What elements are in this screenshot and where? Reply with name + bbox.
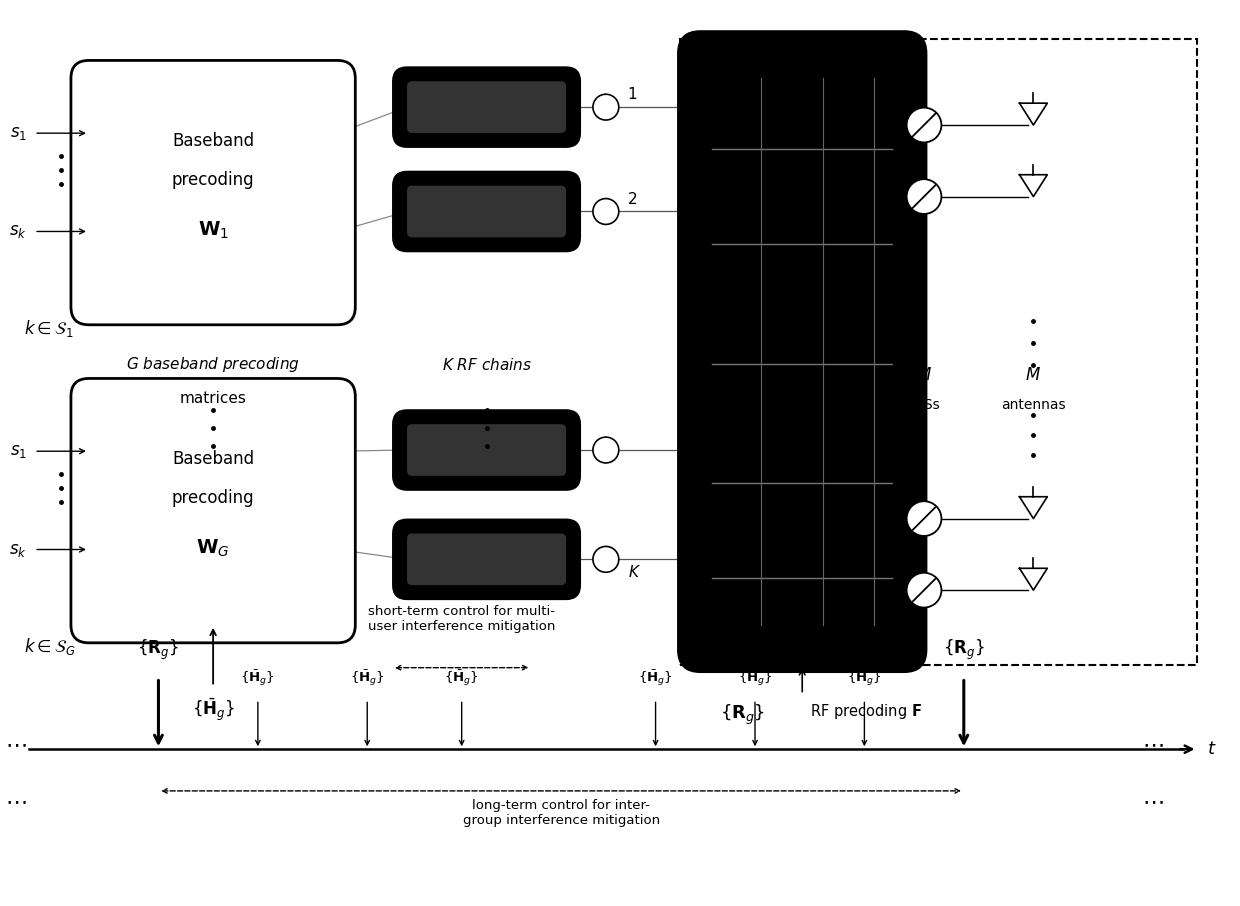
Text: 2: 2	[627, 191, 637, 207]
FancyBboxPatch shape	[407, 82, 567, 133]
FancyBboxPatch shape	[393, 67, 580, 147]
Text: $\{\bar{\mathbf{H}}_g\}$: $\{\bar{\mathbf{H}}_g\}$	[847, 668, 882, 688]
Circle shape	[906, 501, 941, 536]
Text: $\{\bar{\mathbf{H}}_g\}$: $\{\bar{\mathbf{H}}_g\}$	[639, 668, 673, 688]
Text: $\cdots$: $\cdots$	[1142, 734, 1163, 754]
Circle shape	[593, 546, 619, 573]
Text: long-term control for inter-
group interference mitigation: long-term control for inter- group inter…	[463, 799, 660, 827]
FancyBboxPatch shape	[71, 379, 356, 643]
Text: precoding: precoding	[172, 488, 254, 506]
Text: Baseband: Baseband	[172, 450, 254, 468]
Text: APSs: APSs	[908, 399, 941, 412]
Text: $M$: $M$	[916, 367, 932, 384]
Text: $K$ RF chains: $K$ RF chains	[441, 357, 532, 372]
Text: $\cdots$: $\cdots$	[5, 791, 27, 811]
Text: $\cdots$: $\cdots$	[5, 734, 27, 754]
FancyBboxPatch shape	[678, 32, 926, 671]
Text: $k\in\mathcal{S}_G$: $k\in\mathcal{S}_G$	[25, 636, 76, 658]
Circle shape	[906, 573, 941, 608]
Text: Baseband: Baseband	[172, 132, 254, 149]
Text: $\{\mathbf{R}_g\}$: $\{\mathbf{R}_g\}$	[138, 638, 180, 661]
Text: 1: 1	[627, 87, 637, 102]
Text: precoding: precoding	[172, 170, 254, 188]
Circle shape	[593, 94, 619, 120]
FancyBboxPatch shape	[407, 424, 567, 476]
FancyBboxPatch shape	[407, 534, 567, 585]
Text: antennas: antennas	[1001, 399, 1065, 412]
Text: $\{\mathbf{R}_g\}$: $\{\mathbf{R}_g\}$	[720, 702, 765, 727]
Text: $M$: $M$	[1025, 367, 1042, 384]
Text: $\{\mathbf{R}_g\}$: $\{\mathbf{R}_g\}$	[942, 638, 985, 661]
Text: $t$: $t$	[1208, 740, 1216, 758]
Text: $\mathbf{W}_1$: $\mathbf{W}_1$	[197, 220, 228, 241]
Text: $s_1$: $s_1$	[10, 124, 27, 142]
Text: $\{\bar{\mathbf{H}}_g\}$: $\{\bar{\mathbf{H}}_g\}$	[444, 668, 479, 688]
FancyBboxPatch shape	[407, 186, 567, 237]
Text: $\{\bar{\mathbf{H}}_g\}$: $\{\bar{\mathbf{H}}_g\}$	[350, 668, 384, 688]
Circle shape	[906, 108, 941, 142]
Text: $k\in\mathcal{S}_1$: $k\in\mathcal{S}_1$	[25, 318, 74, 339]
FancyBboxPatch shape	[393, 519, 580, 599]
Text: matrices: matrices	[180, 390, 247, 406]
Text: $K$: $K$	[627, 564, 641, 581]
FancyBboxPatch shape	[393, 410, 580, 490]
FancyBboxPatch shape	[393, 172, 580, 251]
FancyBboxPatch shape	[71, 61, 356, 324]
Circle shape	[593, 198, 619, 225]
Text: $\{\bar{\mathbf{H}}_g\}$: $\{\bar{\mathbf{H}}_g\}$	[192, 697, 234, 723]
Text: $s_1$: $s_1$	[10, 442, 27, 460]
Circle shape	[906, 179, 941, 214]
Text: $G$ baseband precoding: $G$ baseband precoding	[126, 355, 300, 374]
Text: RF precoding $\mathbf{F}$: RF precoding $\mathbf{F}$	[810, 702, 923, 721]
Text: $\mathbf{W}_G$: $\mathbf{W}_G$	[196, 538, 229, 559]
Text: short-term control for multi-
user interference mitigation: short-term control for multi- user inter…	[368, 605, 556, 633]
Circle shape	[593, 437, 619, 463]
Text: $s_k$: $s_k$	[10, 223, 27, 240]
Text: $s_k$: $s_k$	[10, 541, 27, 558]
Text: $\{\bar{\mathbf{H}}_g\}$: $\{\bar{\mathbf{H}}_g\}$	[738, 668, 773, 688]
Text: $\{\bar{\mathbf{H}}_g\}$: $\{\bar{\mathbf{H}}_g\}$	[241, 668, 275, 688]
Text: $\cdots$: $\cdots$	[1142, 791, 1163, 811]
